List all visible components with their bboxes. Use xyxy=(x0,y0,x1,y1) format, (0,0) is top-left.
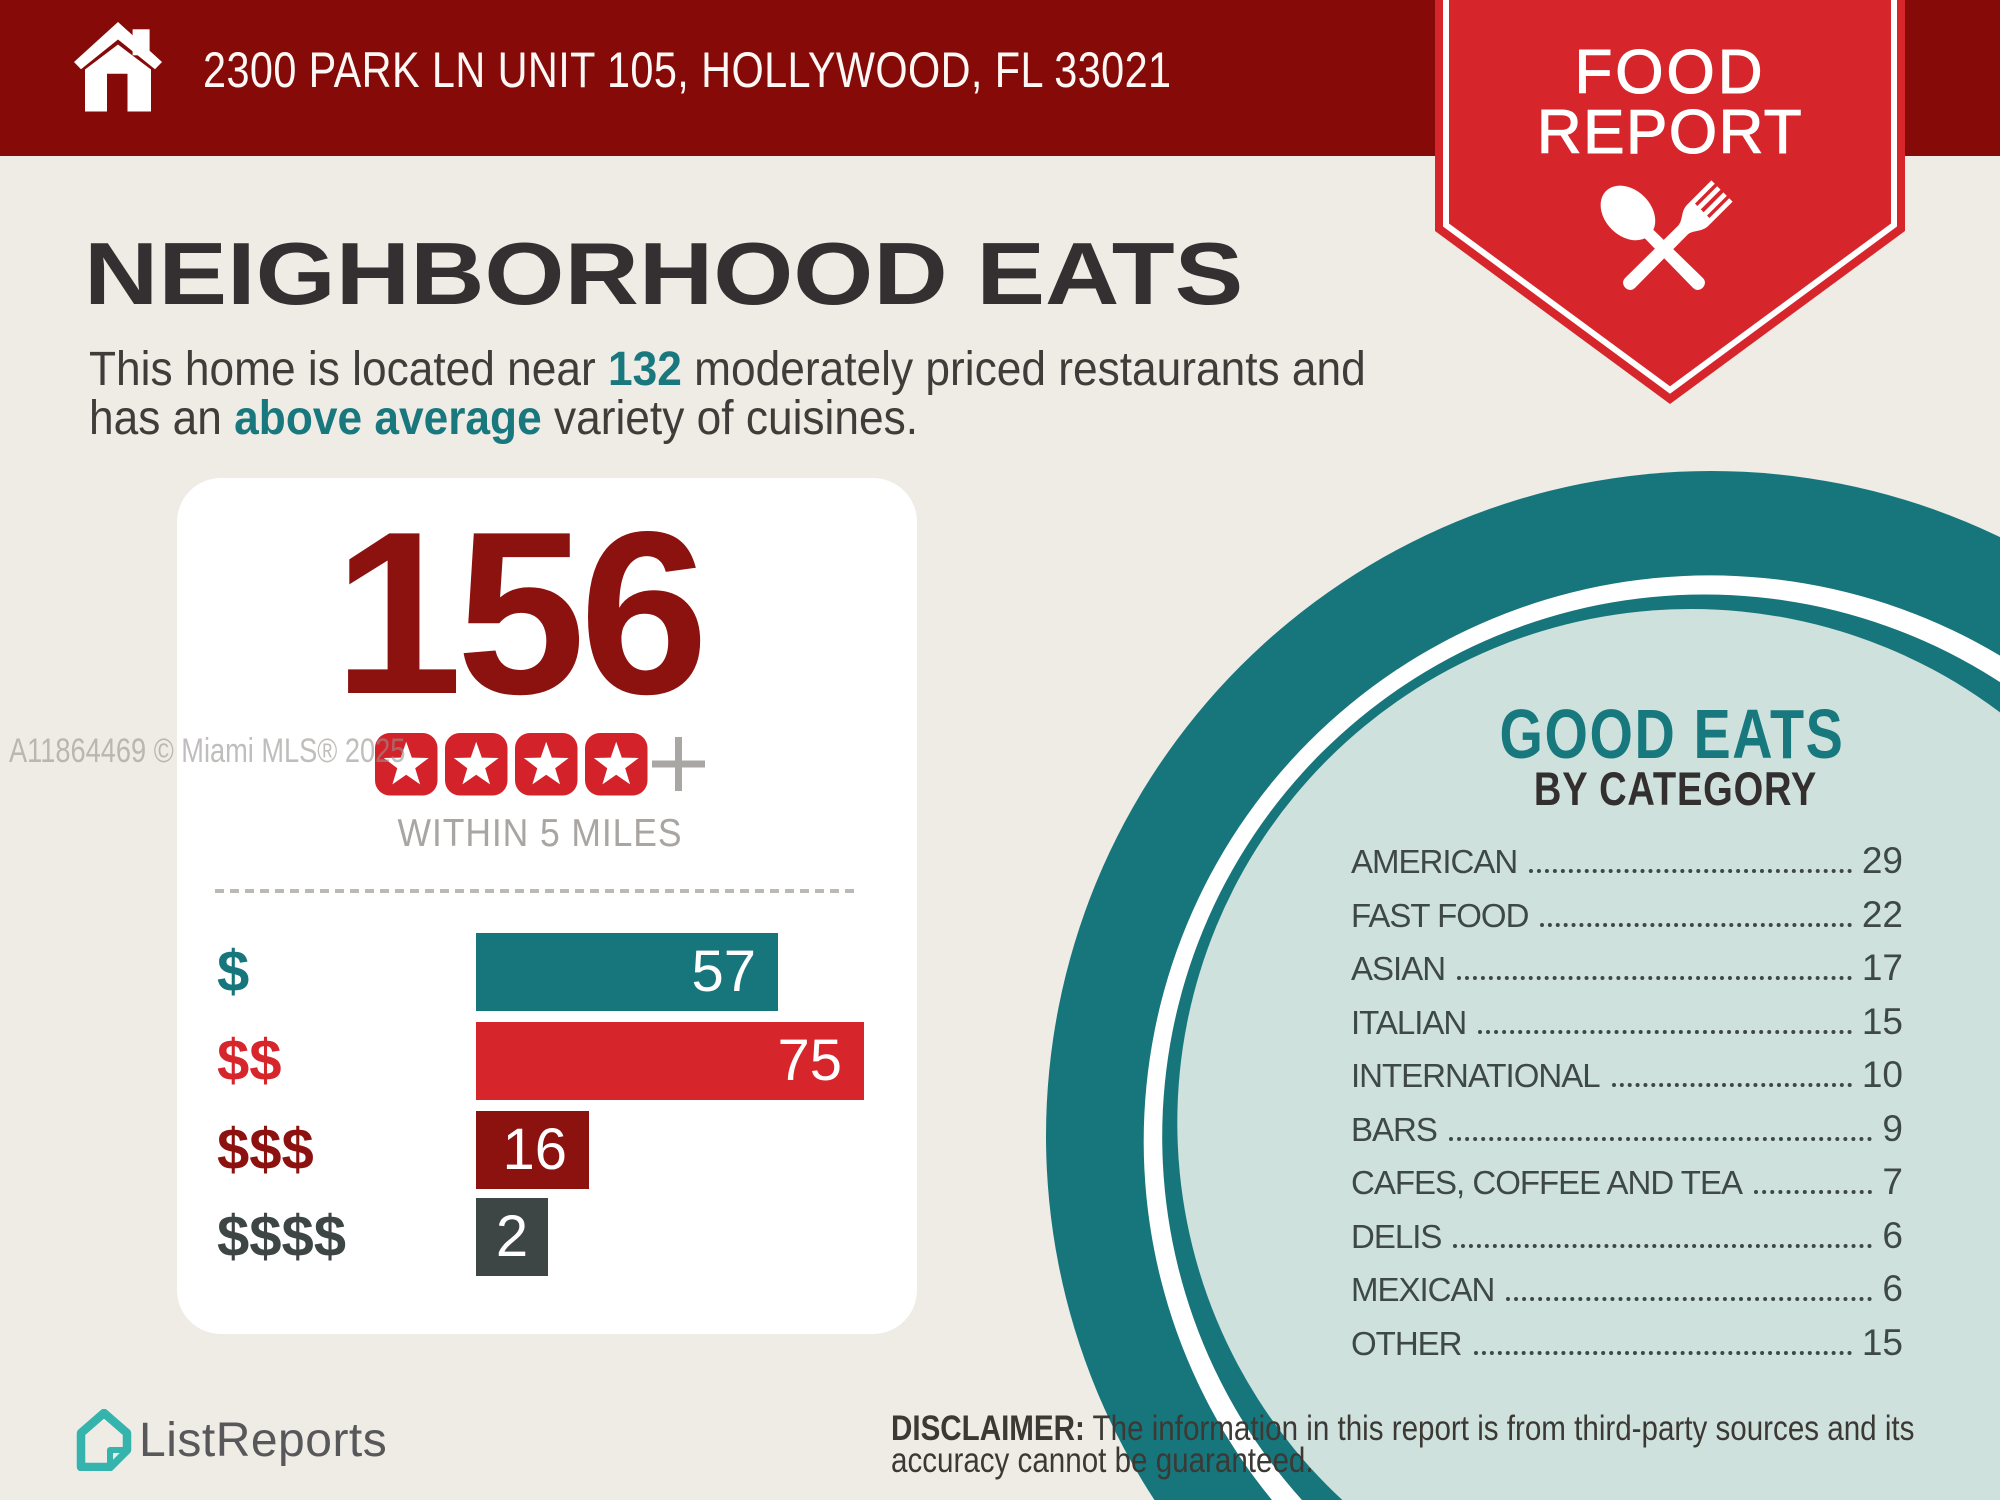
svg-text:REPORT: REPORT xyxy=(1537,98,1803,167)
svg-text:FOOD: FOOD xyxy=(1574,38,1765,107)
